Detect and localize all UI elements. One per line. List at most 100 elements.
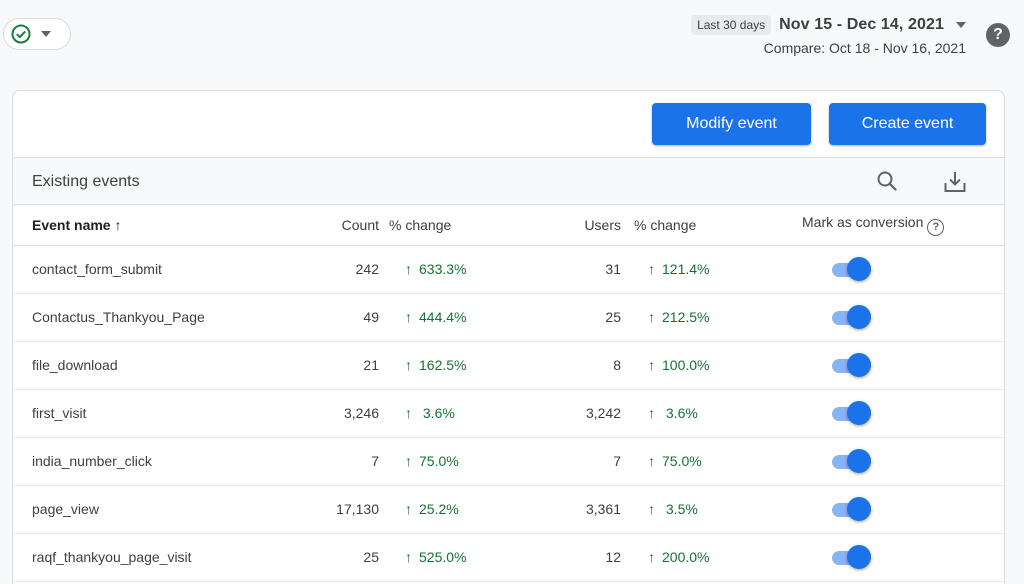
column-count-change[interactable]: % change xyxy=(389,216,452,233)
count-change: ↑ 3.6% xyxy=(405,405,455,421)
status-filter-chip[interactable] xyxy=(3,18,71,50)
arrow-up-icon: ↑ xyxy=(405,549,412,565)
table-row[interactable]: file_download 21 ↑ 162.5% 8 ↑ 100.0% xyxy=(13,341,1004,389)
arrow-up-icon: ↑ xyxy=(648,261,655,277)
help-icon[interactable]: ? xyxy=(986,23,1010,47)
toggle-knob xyxy=(847,304,871,329)
conversion-cell xyxy=(771,533,1004,581)
conversion-cell xyxy=(771,341,1004,389)
arrow-up-icon: ↑ xyxy=(405,453,412,469)
sort-arrow-icon[interactable]: ↑ xyxy=(114,216,122,233)
event-count: 3,246 xyxy=(343,405,379,421)
conversion-toggle[interactable] xyxy=(832,352,872,377)
toggle-knob xyxy=(847,352,871,377)
table-row[interactable]: contact_form_submit 242 ↑ 633.3% 31 ↑ 121.4% xyxy=(13,245,1004,293)
event-users: 7 xyxy=(613,453,621,469)
search-icon[interactable] xyxy=(875,169,899,193)
event-users: 25 xyxy=(605,309,621,325)
toggle-knob xyxy=(847,448,871,473)
count-change: ↑ 25.2% xyxy=(405,501,459,517)
event-count: 17,130 xyxy=(336,501,379,517)
toggle-knob xyxy=(847,256,871,281)
arrow-up-icon: ↑ xyxy=(405,309,412,325)
users-change: ↑ 100.0% xyxy=(648,357,710,373)
table-header-row: Event name ↑ Count % change Users % chan… xyxy=(13,205,1004,245)
count-change: ↑ 162.5% xyxy=(405,357,467,373)
event-count: 242 xyxy=(355,261,379,277)
table-row[interactable]: india_number_click 7 ↑ 75.0% 7 ↑ 75.0% xyxy=(13,437,1004,485)
events-table: Event name ↑ Count % change Users % chan… xyxy=(13,205,1004,582)
event-count: 25 xyxy=(363,549,379,565)
event-users: 3,361 xyxy=(585,501,621,517)
conversion-cell xyxy=(771,389,1004,437)
arrow-up-icon: ↑ xyxy=(405,501,412,517)
arrow-up-icon: ↑ xyxy=(405,357,412,373)
actions-bar: Modify event Create event xyxy=(13,91,1004,158)
users-change: ↑ 200.0% xyxy=(648,549,710,565)
conversion-toggle[interactable] xyxy=(832,400,872,425)
event-name[interactable]: file_download xyxy=(32,357,118,373)
event-name[interactable]: contact_form_submit xyxy=(32,261,162,277)
arrow-up-icon: ↑ xyxy=(648,453,655,469)
caret-down-icon xyxy=(41,31,51,37)
arrow-up-icon: ↑ xyxy=(648,309,655,325)
conversion-toggle[interactable] xyxy=(832,496,872,521)
table-row[interactable]: page_view 17,130 ↑ 25.2% 3,361 ↑ 3.5% xyxy=(13,485,1004,533)
event-name[interactable]: page_view xyxy=(32,501,99,517)
event-users: 3,242 xyxy=(585,405,621,421)
event-count: 7 xyxy=(371,453,379,469)
event-count: 21 xyxy=(363,357,379,373)
arrow-up-icon: ↑ xyxy=(648,549,655,565)
event-count: 49 xyxy=(363,309,379,325)
users-change: ↑ 75.0% xyxy=(648,453,702,469)
conversion-cell xyxy=(771,485,1004,533)
conversion-toggle[interactable] xyxy=(832,448,872,473)
toggle-knob xyxy=(847,400,871,425)
check-circle-icon xyxy=(11,24,31,44)
users-change: ↑ 212.5% xyxy=(648,309,710,325)
date-range-picker[interactable]: Last 30 days Nov 15 - Dec 14, 2021 Compa… xyxy=(691,14,966,56)
column-users-change[interactable]: % change xyxy=(634,216,697,233)
count-change: ↑ 444.4% xyxy=(405,309,467,325)
compare-range-label: Compare: Oct 18 - Nov 16, 2021 xyxy=(763,40,966,56)
section-header: Existing events xyxy=(13,158,1004,205)
modify-event-button[interactable]: Modify event xyxy=(652,103,811,145)
range-chip: Last 30 days xyxy=(691,15,772,35)
event-name[interactable]: Contactus_Thankyou_Page xyxy=(32,309,205,325)
users-change: ↑ 3.6% xyxy=(648,405,698,421)
event-name[interactable]: india_number_click xyxy=(32,453,152,469)
count-change: ↑ 75.0% xyxy=(405,453,459,469)
events-card: Modify event Create event Existing event… xyxy=(12,90,1005,584)
arrow-up-icon: ↑ xyxy=(648,357,655,373)
create-event-button[interactable]: Create event xyxy=(829,103,986,145)
section-title: Existing events xyxy=(32,173,140,190)
event-name[interactable]: first_visit xyxy=(32,405,87,421)
table-row[interactable]: first_visit 3,246 ↑ 3.6% 3,242 ↑ 3.6% xyxy=(13,389,1004,437)
arrow-up-icon: ↑ xyxy=(405,405,412,421)
count-change: ↑ 633.3% xyxy=(405,261,467,277)
column-users[interactable]: Users xyxy=(584,216,621,233)
table-row[interactable]: raqf_thankyou_page_visit 25 ↑ 525.0% 12 ↑ 200.… xyxy=(13,533,1004,581)
event-users: 12 xyxy=(605,549,621,565)
conversion-toggle[interactable] xyxy=(832,256,872,281)
column-event-name[interactable]: Event name ↑ xyxy=(32,216,122,233)
conversion-cell xyxy=(771,245,1004,293)
caret-down-icon[interactable] xyxy=(956,22,966,28)
users-change: ↑ 121.4% xyxy=(648,261,710,277)
download-icon[interactable] xyxy=(942,169,968,195)
toggle-knob xyxy=(847,496,871,521)
conversion-toggle[interactable] xyxy=(832,304,872,329)
event-name[interactable]: raqf_thankyou_page_visit xyxy=(32,549,192,565)
conversion-cell xyxy=(771,437,1004,485)
arrow-up-icon: ↑ xyxy=(648,501,655,517)
event-users: 31 xyxy=(605,261,621,277)
table-row[interactable]: Contactus_Thankyou_Page 49 ↑ 444.4% 25 ↑ 212.5… xyxy=(13,293,1004,341)
column-count[interactable]: Count xyxy=(341,216,379,233)
event-users: 8 xyxy=(613,357,621,373)
conversion-cell xyxy=(771,293,1004,341)
conversion-toggle[interactable] xyxy=(832,544,872,569)
help-circle-icon[interactable]: ? xyxy=(927,218,945,236)
arrow-up-icon: ↑ xyxy=(405,261,412,277)
date-range-label[interactable]: Nov 15 - Dec 14, 2021 xyxy=(779,16,944,33)
column-conversion[interactable]: Mark as conversion? xyxy=(771,205,1004,245)
